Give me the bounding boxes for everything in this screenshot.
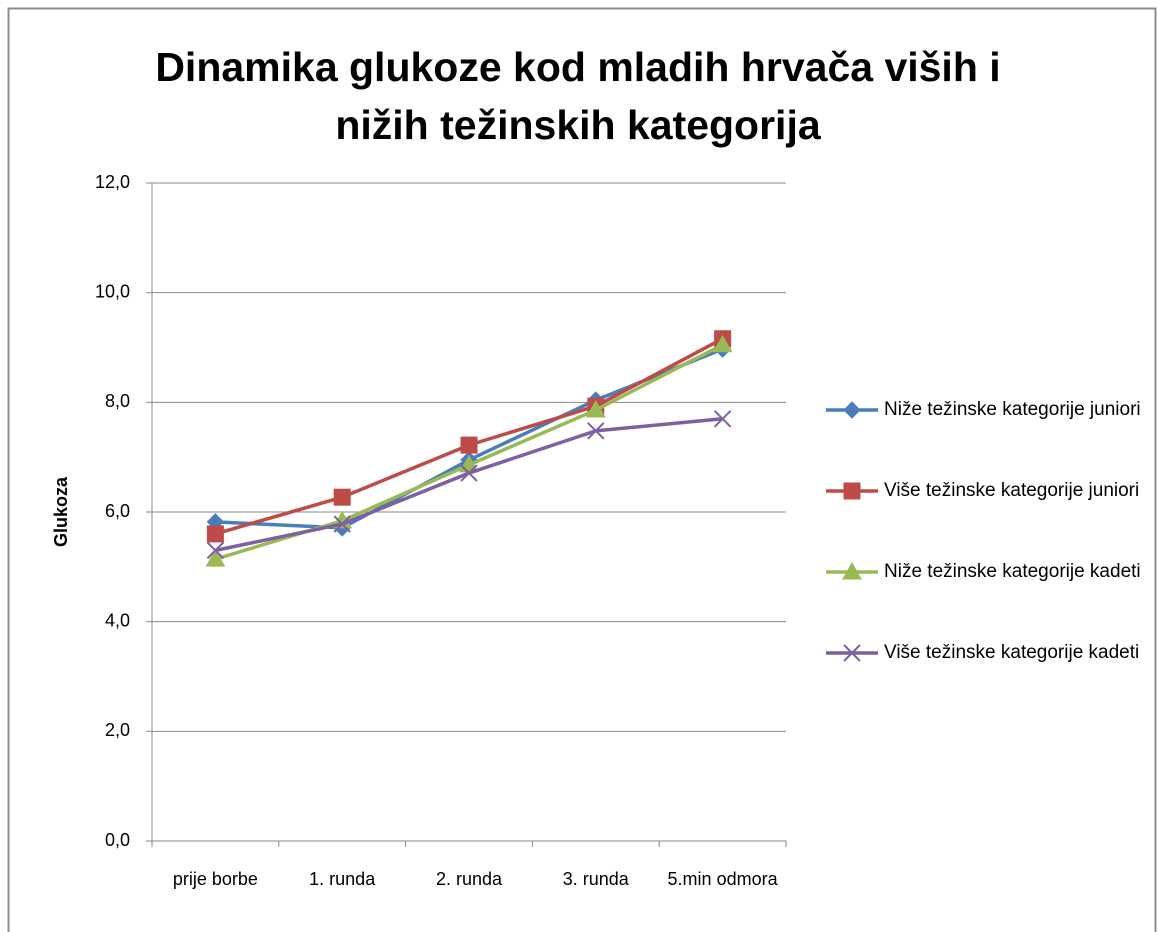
x-tick-label: 3. runda [562,869,629,889]
frame [7,7,1157,932]
y-tick-label: 6,0 [105,501,130,521]
y-tick-label: 2,0 [105,720,130,740]
legend-label: Više težinske kategorije juniori [884,480,1140,501]
legend-marker [843,482,861,500]
x-tick-label: 5.min odmora [667,869,778,889]
x-tick-label: prije borbe [172,869,258,889]
series-line [214,337,724,536]
y-axis-label: Glukoza [51,476,71,547]
point-marker [712,334,733,353]
legend-label: Niže težinske kategorije juniori [884,399,1141,420]
point-marker [585,399,606,418]
point-marker [333,515,351,533]
y-tick-label: 4,0 [105,610,130,630]
chart-title: Dinamika glukoze kod mladih hrvača viših… [155,44,1001,148]
legend-marker [843,644,861,662]
point-marker [713,410,732,428]
point-marker [460,464,478,482]
x-tick-label: 2. runda [435,869,503,889]
legend-label: Niže težinske kategorije kadeti [884,561,1141,582]
point-marker [333,488,351,506]
y-tick-label: 12,0 [95,172,130,192]
y-tick-label: 10,0 [95,281,130,301]
legend-label: Više težinske kategorije kadeti [884,642,1140,663]
legend-marker [843,401,861,419]
point-marker [587,422,605,440]
point-marker [206,525,224,543]
y-tick-label: 0,0 [105,830,130,850]
legend-marker [842,561,862,580]
x-tick-label: 1. runda [309,869,376,889]
point-marker [205,549,226,567]
point-marker [460,436,478,454]
y-tick-label: 8,0 [105,391,130,411]
point-marker [206,541,225,560]
